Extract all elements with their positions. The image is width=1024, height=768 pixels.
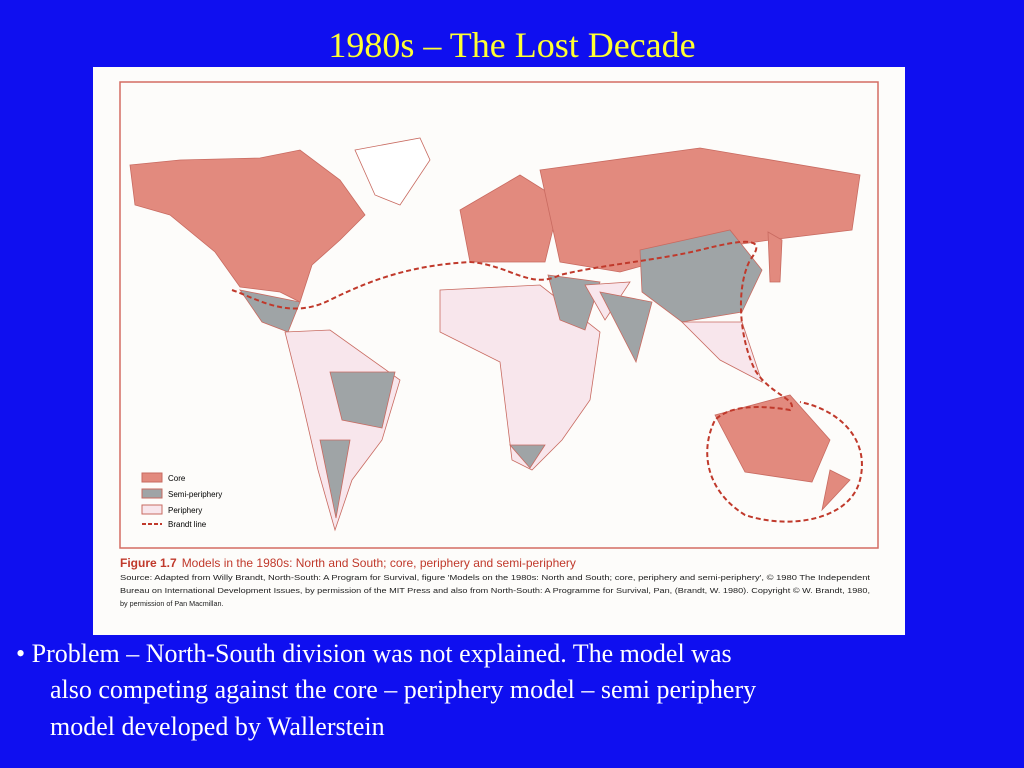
slide-title: 1980s – The Lost Decade — [328, 25, 695, 65]
caption-text: Models in the 1980s: North and South; co… — [182, 556, 576, 570]
legend-label: Core — [168, 474, 186, 483]
caption-label: Figure 1.7 — [120, 556, 177, 570]
legend-swatch — [141, 472, 163, 483]
bullet-line: • Problem – North-South division was not… — [16, 639, 732, 668]
figure-source: by permission of Pan Macmillan. — [120, 599, 223, 608]
legend-swatch — [141, 488, 163, 499]
bullet-line: model developed by Wallerstein — [50, 712, 385, 741]
figure-frame — [119, 81, 879, 549]
figure-source: Source: Adapted from Willy Brandt, North… — [120, 573, 870, 582]
bullet-line: also competing against the core – periph… — [50, 675, 756, 704]
legend-swatch — [141, 504, 163, 515]
legend-label: Periphery — [168, 506, 202, 515]
legend-label: Brandt line — [168, 520, 207, 529]
legend-label: Semi-periphery — [168, 490, 222, 499]
figure-caption: Figure 1.7 Models in the 1980s: North and… — [120, 556, 576, 570]
legend: Core Semi-periphery Periphery Brandt lin… — [141, 472, 222, 529]
figure-source: Bureau on International Development Issu… — [120, 586, 870, 595]
world-map — [129, 137, 863, 532]
